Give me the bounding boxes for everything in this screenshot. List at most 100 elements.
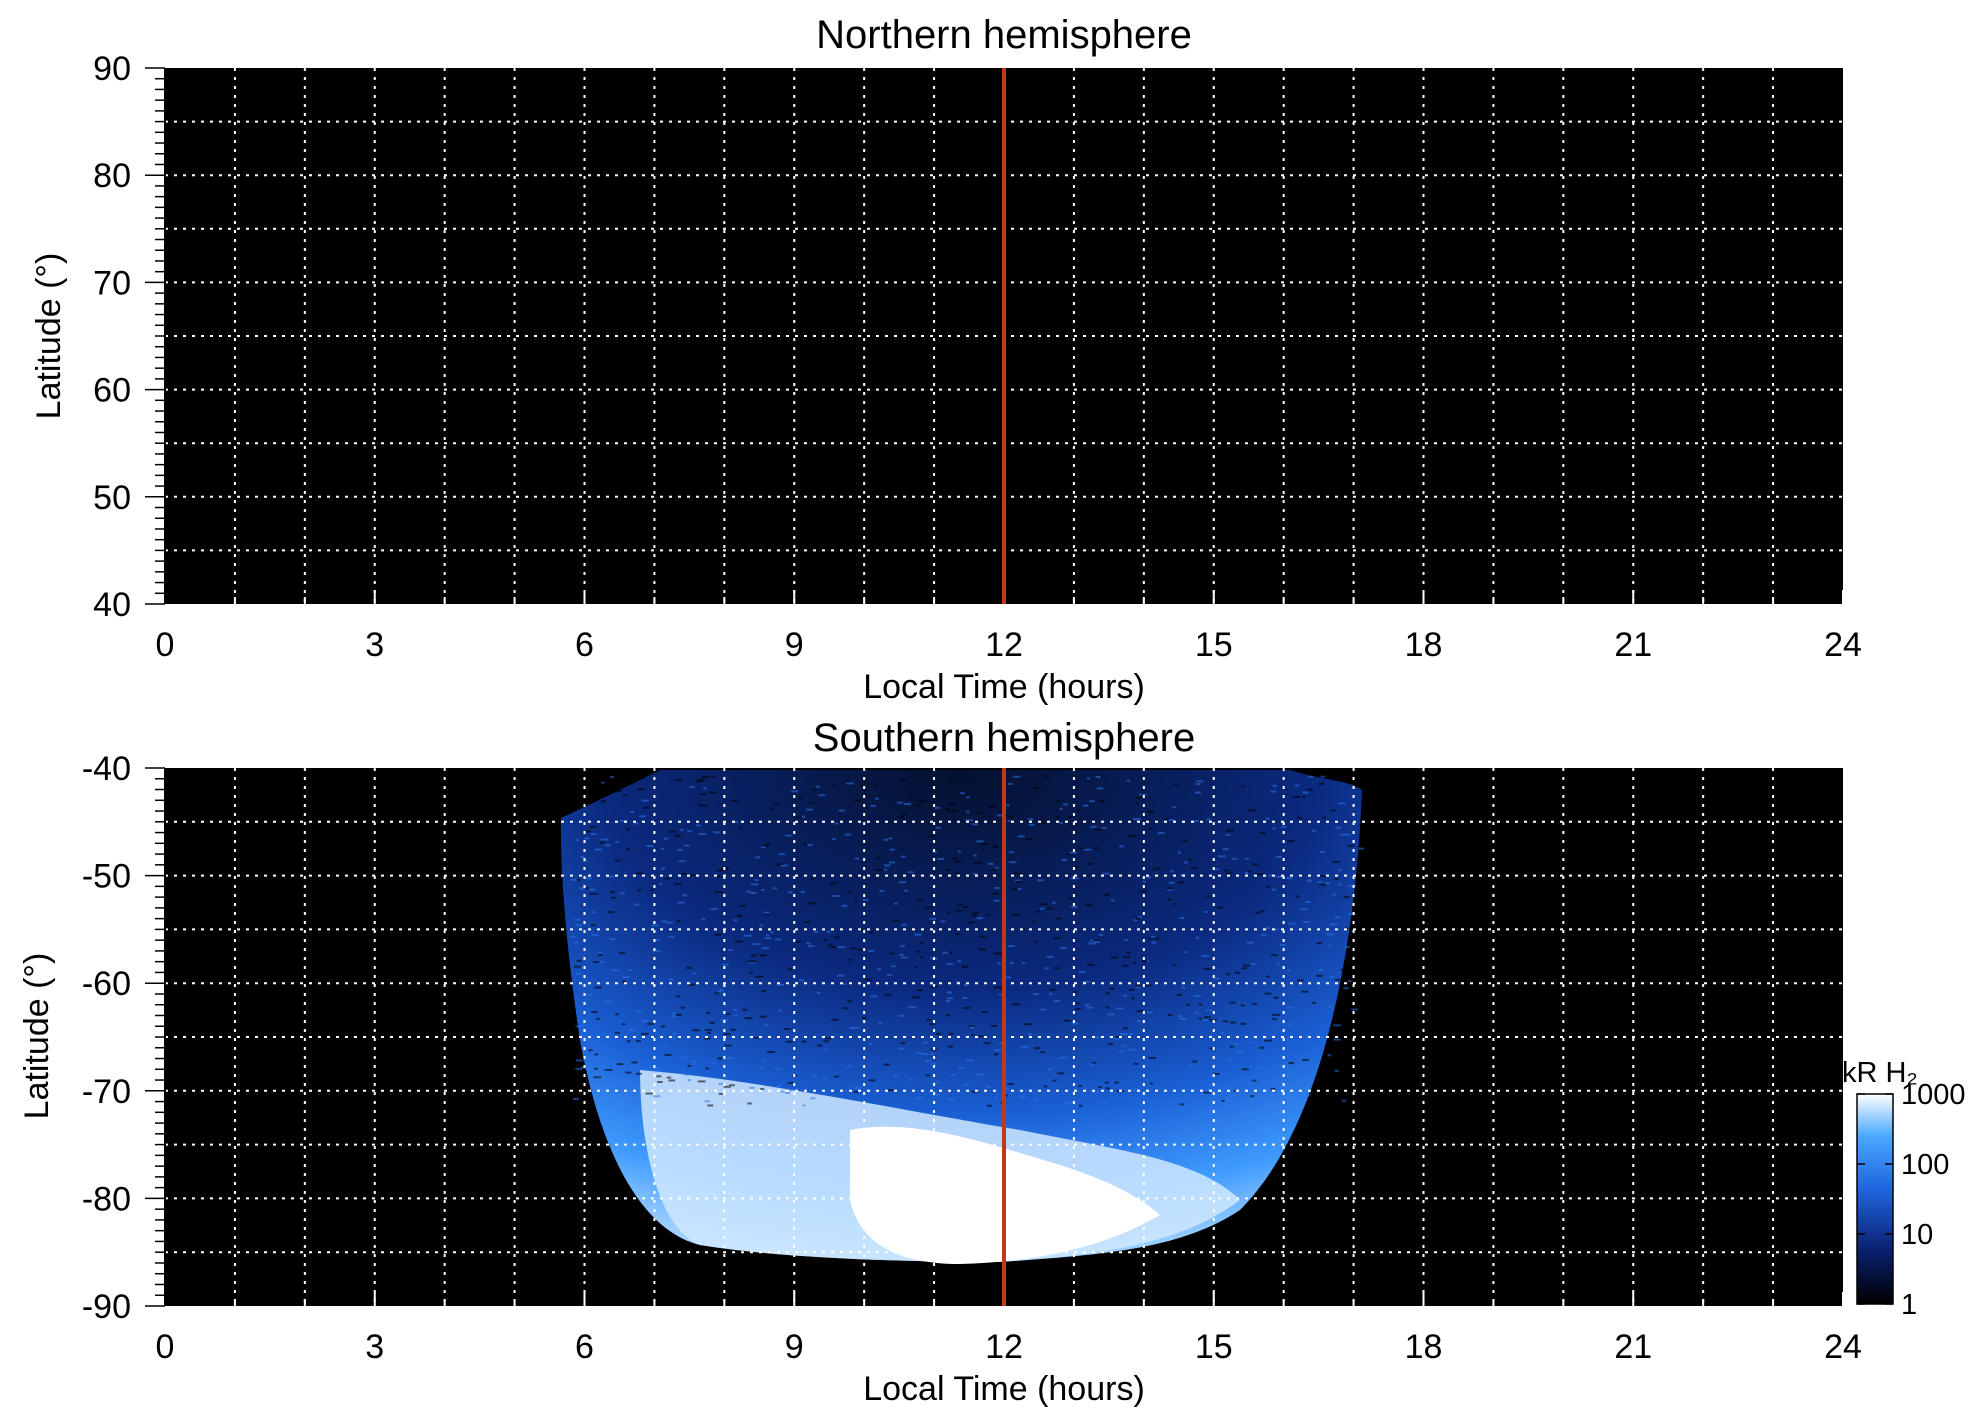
texture-mark xyxy=(857,948,865,951)
texture-mark xyxy=(1056,917,1062,920)
texture-mark xyxy=(836,974,845,977)
texture-mark xyxy=(593,1076,602,1079)
texture-mark xyxy=(1326,933,1334,936)
texture-mark xyxy=(1003,804,1010,807)
texture-mark xyxy=(1332,860,1340,863)
texture-mark xyxy=(1330,809,1336,812)
texture-mark xyxy=(914,804,921,807)
texture-mark xyxy=(932,1094,940,1097)
texture-mark xyxy=(600,800,606,803)
texture-mark xyxy=(942,951,949,954)
colorbar: kR H₂ 1000 100 10 1 xyxy=(1842,1057,1966,1321)
texture-mark xyxy=(948,951,953,954)
texture-mark xyxy=(826,930,831,933)
texture-mark xyxy=(764,937,772,940)
texture-mark xyxy=(692,972,697,975)
texture-mark xyxy=(1091,1061,1096,1064)
texture-mark xyxy=(804,921,811,924)
texture-mark xyxy=(952,809,958,812)
texture-mark xyxy=(822,1048,828,1051)
north-x-axis-label: Local Time (hours) xyxy=(863,668,1145,706)
texture-mark xyxy=(1040,907,1045,910)
texture-mark xyxy=(929,1023,935,1026)
texture-mark xyxy=(1203,967,1211,970)
texture-mark xyxy=(1123,956,1130,959)
texture-mark xyxy=(652,950,661,953)
texture-mark xyxy=(1288,1023,1292,1026)
texture-mark xyxy=(852,1026,860,1029)
texture-mark xyxy=(579,887,586,890)
texture-mark xyxy=(1240,1022,1247,1025)
texture-mark xyxy=(877,968,881,971)
y-tick-label: -40 xyxy=(82,750,131,788)
texture-mark xyxy=(1353,960,1360,963)
texture-mark xyxy=(646,845,654,848)
texture-mark xyxy=(1129,1032,1133,1035)
texture-mark xyxy=(1173,783,1179,786)
texture-mark xyxy=(570,878,577,881)
texture-mark xyxy=(1089,939,1094,942)
texture-mark xyxy=(1137,916,1143,919)
texture-mark xyxy=(952,857,958,860)
x-tick-label: 15 xyxy=(1195,1328,1233,1366)
texture-mark xyxy=(916,950,921,953)
texture-mark xyxy=(680,1006,685,1009)
texture-mark xyxy=(1255,873,1264,876)
texture-mark xyxy=(916,989,923,992)
texture-mark xyxy=(1109,987,1115,990)
texture-mark xyxy=(765,934,770,937)
texture-mark xyxy=(1264,992,1272,995)
texture-mark xyxy=(1348,980,1352,983)
texture-mark xyxy=(971,1090,979,1093)
texture-mark xyxy=(1247,870,1251,873)
texture-mark xyxy=(1028,823,1035,826)
texture-mark xyxy=(811,878,815,881)
texture-mark xyxy=(1037,879,1044,882)
texture-mark xyxy=(1252,1002,1258,1005)
texture-mark xyxy=(1131,1088,1139,1091)
texture-mark xyxy=(930,1062,937,1065)
texture-mark xyxy=(609,938,616,941)
texture-mark xyxy=(755,856,761,859)
texture-mark xyxy=(946,991,953,994)
texture-mark xyxy=(947,802,956,805)
texture-mark xyxy=(998,993,1005,996)
texture-mark xyxy=(1246,941,1254,944)
texture-mark xyxy=(1053,937,1061,940)
texture-mark xyxy=(573,941,579,944)
texture-mark xyxy=(868,949,875,952)
texture-mark xyxy=(681,1056,690,1059)
texture-mark xyxy=(1241,1068,1249,1071)
texture-mark xyxy=(604,1068,613,1071)
texture-mark xyxy=(714,891,723,894)
texture-mark xyxy=(788,891,793,894)
texture-mark xyxy=(702,775,710,778)
texture-mark xyxy=(823,939,828,942)
texture-mark xyxy=(957,960,962,963)
texture-mark xyxy=(733,919,738,922)
texture-mark xyxy=(1020,1045,1029,1048)
texture-mark xyxy=(701,918,706,921)
texture-mark xyxy=(1295,895,1300,898)
texture-mark xyxy=(966,1059,974,1062)
texture-mark xyxy=(1182,840,1188,843)
texture-mark xyxy=(635,1072,642,1075)
texture-mark xyxy=(971,914,978,917)
texture-mark xyxy=(1118,1050,1125,1053)
texture-mark xyxy=(1033,1098,1038,1101)
texture-mark xyxy=(887,973,893,976)
texture-mark xyxy=(976,917,983,920)
texture-mark xyxy=(599,841,606,844)
texture-mark xyxy=(994,886,1000,889)
texture-mark xyxy=(1208,1047,1216,1050)
texture-mark xyxy=(584,799,588,802)
texture-mark xyxy=(846,1065,854,1068)
texture-mark xyxy=(925,1074,931,1077)
texture-mark xyxy=(717,1057,724,1060)
texture-mark xyxy=(854,900,858,903)
texture-mark xyxy=(584,837,590,840)
texture-mark xyxy=(973,854,977,857)
texture-mark xyxy=(1198,1003,1203,1006)
texture-mark xyxy=(625,828,630,831)
texture-mark xyxy=(807,801,814,804)
